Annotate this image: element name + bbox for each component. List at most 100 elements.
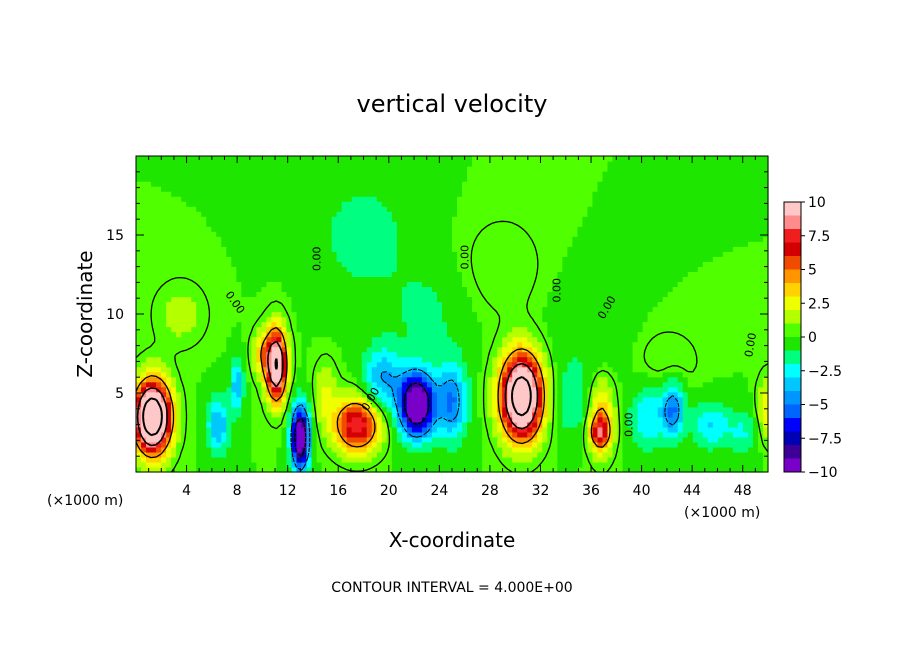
heatmap-cell: [667, 281, 674, 288]
heatmap-cell: [532, 406, 538, 413]
heatmap-cell: [266, 296, 273, 303]
heatmap-cell: [356, 276, 363, 282]
heatmap-cell: [682, 336, 689, 343]
heatmap-cell: [497, 356, 503, 363]
heatmap-cell: [642, 311, 649, 318]
heatmap-cell: [221, 281, 227, 288]
heatmap-cell: [366, 396, 373, 403]
heatmap-cell: [191, 351, 197, 358]
heatmap-cell: [416, 331, 423, 338]
heatmap-cell: [677, 411, 684, 418]
heatmap-cell: [396, 396, 403, 403]
heatmap-cell: [201, 296, 207, 303]
heatmap-cell: [677, 336, 684, 343]
heatmap-cell: [732, 291, 739, 298]
heatmap-cell: [762, 381, 769, 388]
heatmap-cell: [517, 306, 523, 313]
heatmap-cell: [452, 426, 458, 433]
heatmap-cell: [587, 326, 594, 333]
heatmap-cell: [677, 441, 684, 448]
heatmap-cell: [341, 336, 348, 343]
heatmap-cell: [542, 351, 548, 358]
heatmap-cell: [226, 441, 232, 448]
heatmap-cell: [216, 431, 222, 438]
heatmap-cell: [366, 361, 373, 368]
heatmap-cell: [652, 356, 659, 363]
heatmap-cell: [482, 406, 488, 413]
heatmap-cell: [161, 466, 167, 473]
heatmap-cell: [231, 446, 237, 453]
heatmap-cell: [467, 356, 473, 363]
heatmap-cell: [146, 391, 152, 398]
heatmap-cell: [742, 321, 749, 328]
heatmap-cell: [697, 341, 704, 348]
heatmap-cell: [547, 321, 553, 328]
heatmap-cell: [467, 451, 473, 458]
heatmap-cell: [136, 451, 142, 458]
heatmap-cell: [256, 286, 262, 293]
heatmap-cell: [577, 456, 584, 463]
heatmap-cell: [462, 391, 468, 398]
heatmap-cell: [597, 341, 604, 348]
heatmap-cell: [191, 436, 197, 443]
heatmap-cell: [672, 296, 679, 303]
heatmap-cell: [507, 346, 513, 353]
heatmap-cell: [552, 286, 558, 293]
heatmap-cell: [231, 466, 237, 473]
heatmap-cell: [627, 446, 634, 453]
heatmap-cell: [211, 271, 217, 277]
heatmap-cell: [166, 411, 172, 418]
heatmap-cell: [436, 456, 443, 463]
heatmap-cell: [567, 411, 573, 418]
heatmap-cell: [652, 386, 659, 393]
heatmap-cell: [697, 361, 704, 368]
heatmap-cell: [617, 366, 624, 373]
heatmap-cell: [517, 371, 523, 378]
heatmap-cell: [416, 271, 423, 277]
heatmap-cell: [672, 466, 679, 473]
heatmap-cell: [512, 411, 518, 418]
heatmap-cell: [617, 301, 624, 308]
heatmap-cell: [446, 456, 453, 463]
heatmap-cell: [266, 466, 273, 473]
heatmap-cell: [572, 286, 578, 293]
heatmap-cell: [426, 301, 433, 308]
heatmap-cell: [361, 321, 368, 328]
heatmap-cell: [201, 356, 207, 363]
heatmap-cell: [452, 366, 458, 373]
heatmap-cell: [542, 271, 548, 277]
heatmap-cell: [251, 301, 257, 308]
heatmap-cell: [446, 391, 453, 398]
heatmap-cell: [366, 381, 373, 388]
heatmap-cell: [757, 356, 764, 363]
heatmap-cell: [682, 361, 689, 368]
heatmap-cell: [637, 421, 644, 428]
heatmap-cell: [612, 326, 619, 333]
heatmap-cell: [687, 366, 694, 373]
heatmap-cell: [291, 296, 298, 303]
heatmap-cell: [236, 306, 242, 313]
heatmap-cell: [752, 281, 759, 288]
heatmap-cell: [752, 326, 759, 333]
heatmap-cell: [522, 336, 528, 343]
heatmap-cell: [136, 431, 142, 438]
heatmap-cell: [722, 336, 729, 343]
heatmap-cell: [572, 386, 578, 393]
heatmap-cell: [436, 336, 443, 343]
heatmap-cell: [316, 331, 323, 338]
heatmap-cell: [637, 276, 644, 282]
heatmap-cell: [512, 401, 518, 408]
heatmap-cell: [311, 371, 318, 378]
heatmap-cell: [597, 426, 604, 433]
heatmap-cell: [246, 351, 252, 358]
heatmap-cell: [502, 386, 508, 393]
heatmap-cell: [231, 456, 237, 463]
heatmap-cell: [396, 371, 403, 378]
heatmap-cell: [196, 391, 202, 398]
heatmap-cell: [366, 271, 373, 277]
heatmap-cell: [426, 466, 433, 473]
heatmap-cell: [216, 436, 222, 443]
heatmap-cell: [472, 366, 478, 373]
heatmap-cell: [467, 336, 473, 343]
heatmap-cell: [552, 316, 558, 323]
